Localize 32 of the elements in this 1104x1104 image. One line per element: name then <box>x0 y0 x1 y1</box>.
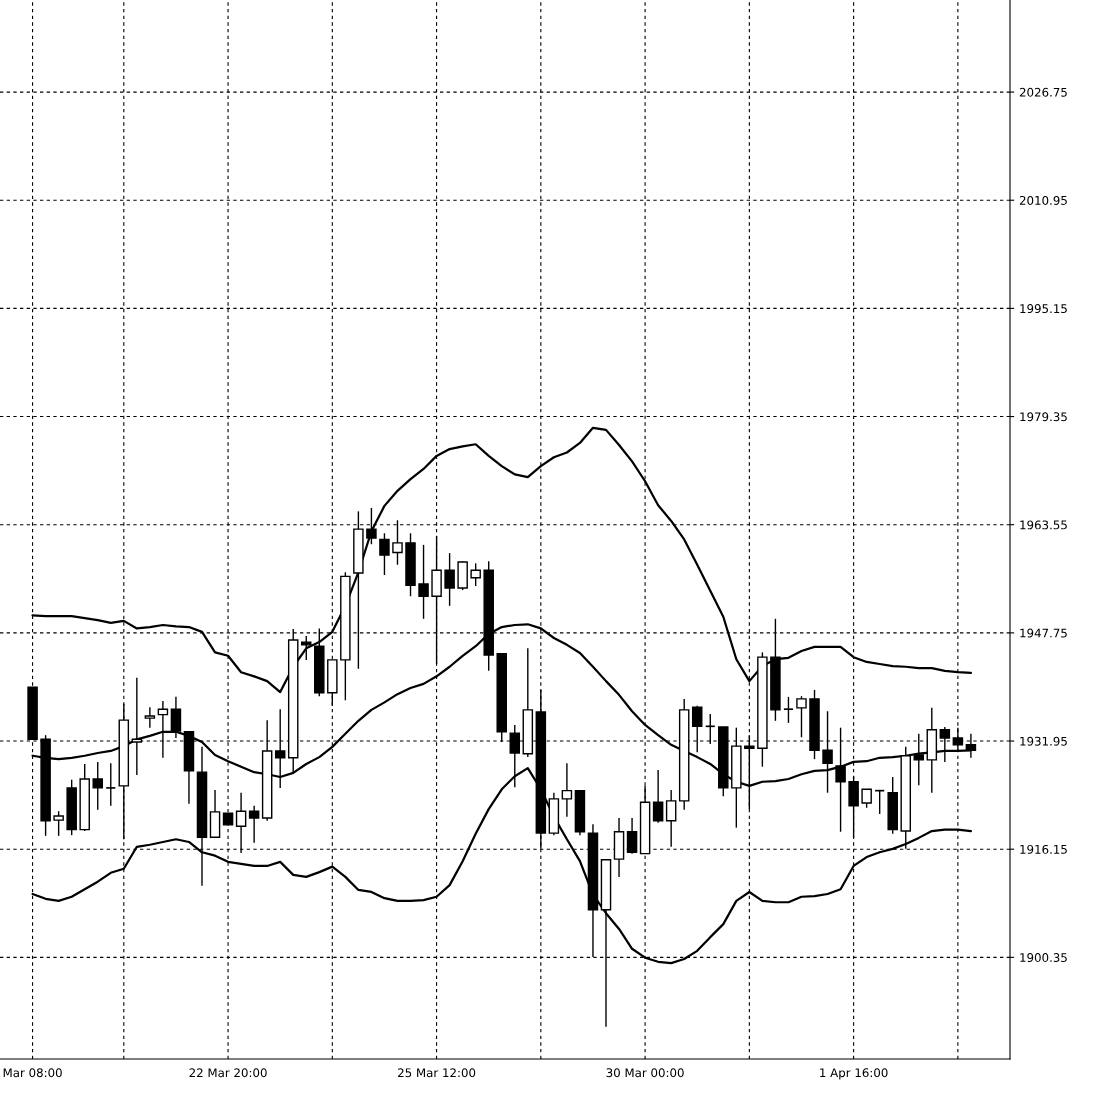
y-tick-label: 1916.15 <box>1020 844 1067 854</box>
x-tick-label: 1 Apr 16:00 <box>820 1068 888 1080</box>
y-tick-label: 2010.95 <box>1019 195 1067 205</box>
candlestick <box>470 562 481 587</box>
x-tick-label: Mar 08:00 <box>3 1068 62 1078</box>
candlestick <box>144 706 156 729</box>
candlestick <box>92 761 103 811</box>
candlestick <box>379 532 390 576</box>
y-tick-label: 1995.15 <box>1020 304 1067 314</box>
y-tick-label: 1900.35 <box>1020 953 1067 962</box>
candlestick <box>105 762 117 807</box>
y-tick-label: 1979.35 <box>1020 412 1067 422</box>
y-tick-label: 2026.75 <box>1019 87 1067 97</box>
y-tick-label: 1963.55 <box>1020 520 1067 530</box>
x-tick-label: 22 Mar 20:00 <box>189 1068 267 1078</box>
candlestick <box>783 696 794 724</box>
candlestick <box>665 789 677 848</box>
candlestick <box>301 635 312 661</box>
candlestick <box>418 544 429 620</box>
candlestick <box>235 792 247 854</box>
x-tick-label: 25 Mar 12:00 <box>398 1068 476 1078</box>
x-tick-label: 30 Mar 00:00 <box>606 1068 684 1078</box>
candlestick <box>53 810 64 837</box>
candlestick <box>444 552 455 607</box>
candlestick <box>561 762 573 818</box>
candlestick <box>861 788 872 809</box>
y-tick-label: 1931.95 <box>1020 736 1067 746</box>
candlestick <box>796 695 807 738</box>
y-tick-label: 1947.75 <box>1020 628 1067 638</box>
candlestick <box>652 769 664 824</box>
candlestick <box>248 805 260 844</box>
candlestick <box>170 696 182 739</box>
